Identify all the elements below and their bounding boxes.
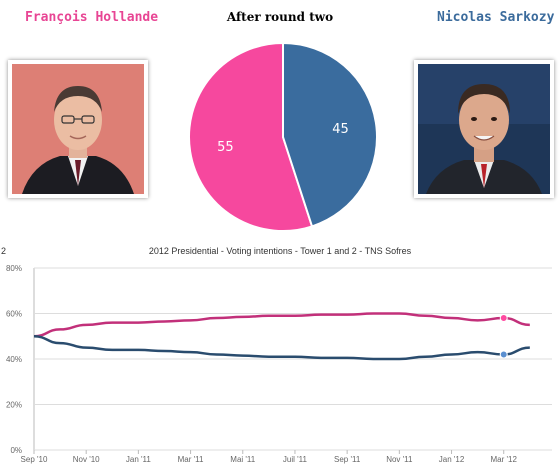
hollande-photo xyxy=(8,60,148,198)
pie-chart: 55 45 xyxy=(188,41,378,232)
x-tick-label: Juil '11 xyxy=(283,455,308,464)
x-tick-label: Nov '10 xyxy=(73,455,100,464)
line-chart-title: 2012 Presidential - Voting intentions - … xyxy=(148,246,412,256)
series-line xyxy=(33,312,530,338)
series-line xyxy=(33,335,530,361)
y-tick-label: 40% xyxy=(6,355,22,364)
x-tick-label: Nov '11 xyxy=(386,455,413,464)
y-tick-label: 20% xyxy=(6,401,22,410)
x-tick-label: Mar '12 xyxy=(491,455,518,464)
y-tick-label: 80% xyxy=(6,264,22,273)
highlight-point xyxy=(499,350,508,359)
pie-slice xyxy=(188,41,314,232)
y-tick-label: 60% xyxy=(6,310,22,319)
x-tick-label: Mai '11 xyxy=(230,455,255,464)
hollande-name: François Hollande xyxy=(25,10,159,25)
pie-title: After round two xyxy=(226,10,334,24)
x-tick-label: Mar '11 xyxy=(178,455,204,464)
pie-slice-label: 45 xyxy=(332,122,349,137)
x-tick-label: Sep '10 xyxy=(21,455,48,464)
pie-slice xyxy=(282,41,378,228)
x-tick-label: Sep '11 xyxy=(334,455,361,464)
x-tick-label: Jan '11 xyxy=(126,455,152,464)
y-tick-label: 0% xyxy=(10,446,22,455)
line-chart: 0% 20% 40% 60% 80% Sep '10 Nov '10 Jan '11 Mar … xyxy=(6,264,552,464)
highlight-point xyxy=(499,314,508,323)
x-tick-label: Jan '12 xyxy=(439,455,465,464)
pie-slice-label: 55 xyxy=(217,140,234,155)
sarkozy-name: Nicolas Sarkozy xyxy=(437,10,555,25)
sarkozy-photo xyxy=(414,60,554,198)
line-chart-edge-label: 2 xyxy=(1,246,7,256)
